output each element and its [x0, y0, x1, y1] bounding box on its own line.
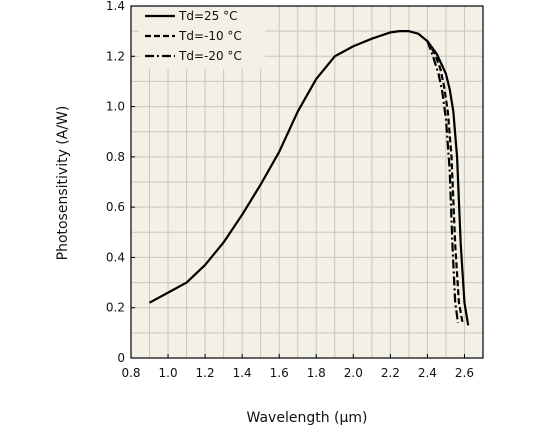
x-axis-label: Wavelength (μm)	[247, 410, 368, 426]
legend-background	[139, 7, 265, 69]
y-tick-label: 1.2	[106, 49, 125, 63]
series-line-2	[426, 40, 464, 323]
y-axis-ticks: 0 0.2 0.4 0.6 0.8 1.0 1.2 1.4	[106, 0, 135, 365]
x-tick-label: 0.8	[121, 366, 140, 380]
plot-border	[130, 5, 484, 359]
x-tick-label: 1.8	[307, 366, 326, 380]
legend-label-1: Td=25 °C	[178, 9, 237, 23]
y-axis-label: Photosensitivity (A/W)	[55, 106, 71, 261]
x-tick-label: 2.0	[344, 366, 363, 380]
legend-label-2: Td=-10 °C	[178, 29, 242, 43]
y-tick-label: 0.6	[106, 200, 125, 214]
series-group	[149, 30, 470, 326]
y-tick-label: 0	[117, 351, 125, 365]
x-tick-label: 1.0	[159, 366, 178, 380]
y-tick-label: 0.4	[106, 250, 125, 264]
x-tick-label: 2.2	[381, 366, 400, 380]
legend: Td=25 °C Td=-10 °C Td=-20 °C	[139, 7, 265, 69]
series-line-1	[149, 30, 470, 326]
y-tick-label: 0.2	[106, 301, 125, 315]
plot-frame	[130, 5, 484, 359]
y-tick-label: 1.4	[106, 0, 125, 13]
series-line-3	[426, 40, 460, 323]
y-tick-label: 0.8	[106, 150, 125, 164]
x-tick-label: 1.4	[233, 366, 252, 380]
x-tick-label: 2.6	[455, 366, 474, 380]
y-tick-label: 1.0	[106, 100, 125, 114]
legend-label-3: Td=-20 °C	[178, 49, 242, 63]
x-axis-ticks: 0.8 1.0 1.2 1.4 1.6 1.8 2.0 2.2 2.4 2.6	[121, 354, 474, 380]
x-tick-label: 2.4	[418, 366, 437, 380]
x-tick-label: 1.2	[196, 366, 215, 380]
x-tick-label: 1.6	[270, 366, 289, 380]
